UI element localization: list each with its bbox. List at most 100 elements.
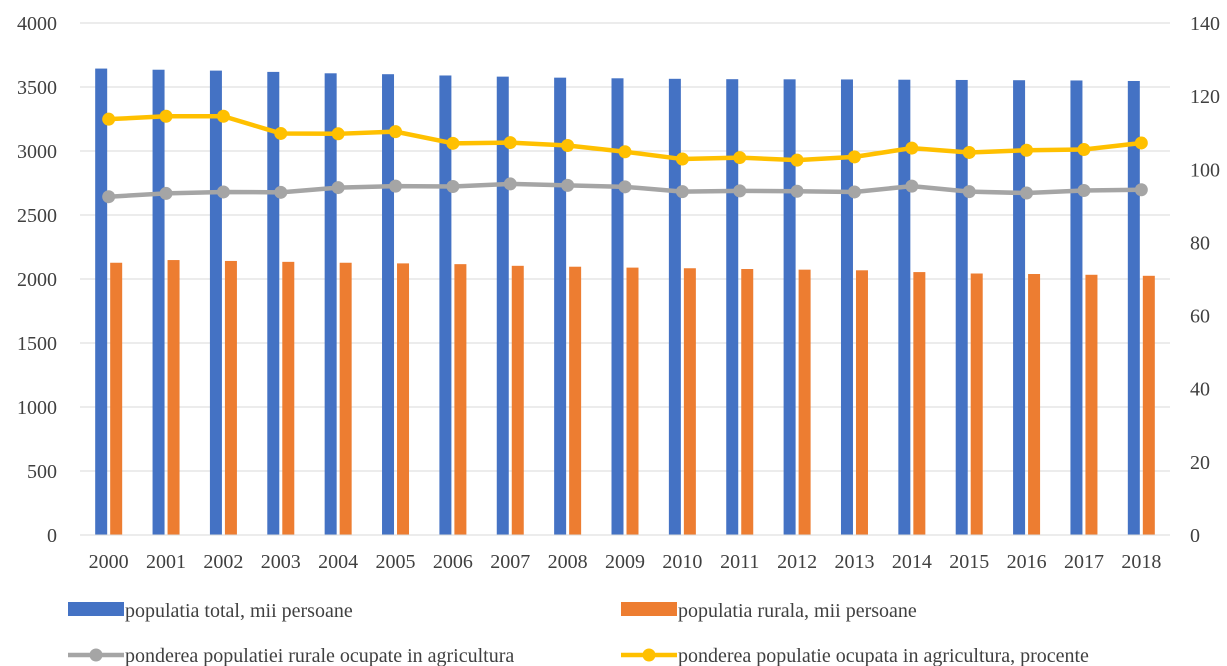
x-tick-label: 2009: [605, 551, 645, 573]
line-point: [790, 153, 804, 167]
bar: [167, 260, 180, 535]
bar: [898, 79, 911, 535]
x-tick-label: 2014: [892, 551, 932, 573]
line-point: [446, 136, 460, 150]
x-tick-label: 2003: [261, 551, 301, 573]
bar: [741, 269, 754, 535]
line-point: [216, 185, 230, 199]
line-point: [962, 185, 976, 199]
line-point: [962, 145, 976, 159]
bar: [611, 78, 624, 536]
right-tick-label: 20: [1190, 452, 1210, 474]
bar: [855, 270, 868, 535]
bar: [95, 68, 108, 536]
line-point: [1020, 186, 1034, 200]
left-tick-label: 0: [47, 525, 57, 547]
x-tick-label: 2004: [318, 551, 358, 573]
bar: [798, 269, 811, 535]
left-tick-label: 1500: [17, 333, 57, 355]
right-tick-label: 80: [1190, 232, 1210, 254]
legend-label: populatia rurala, mii persoane: [678, 600, 917, 622]
right-tick-label: 100: [1190, 159, 1220, 181]
left-tick-label: 1000: [17, 397, 57, 419]
line-series: [102, 109, 1148, 204]
line-point: [216, 109, 230, 123]
x-tick-label: 2013: [834, 551, 874, 573]
legend-label: populatia total, mii persoane: [125, 600, 353, 622]
line-point: [1077, 183, 1091, 197]
legend-marker: [642, 648, 656, 662]
x-axis: 2000 2001 2002 2003 2004 2005 2006 2007 2008 2009…: [80, 534, 1170, 573]
bar: [1085, 274, 1098, 535]
right-tick-label: 40: [1190, 379, 1210, 401]
x-tick-label: 2000: [89, 551, 129, 573]
bar: [397, 263, 410, 535]
right-tick-label: 60: [1190, 306, 1210, 328]
bar: [569, 266, 582, 535]
line-point: [675, 152, 689, 166]
line-point: [1134, 136, 1148, 150]
line-point: [159, 186, 173, 200]
line-point: [733, 184, 747, 198]
right-tick-label: 120: [1190, 86, 1220, 108]
line-point: [1134, 183, 1148, 197]
bar: [511, 265, 524, 535]
bar: [339, 262, 352, 535]
left-tick-label: 2000: [17, 269, 57, 291]
gridlines: [80, 22, 1170, 536]
left-tick-label: 3000: [17, 141, 57, 163]
legend-label: ponderea populatie ocupata in agricultur…: [678, 645, 1089, 666]
left-tick-label: 500: [27, 461, 57, 483]
line-point: [790, 184, 804, 198]
bar: [554, 77, 567, 535]
bar: [840, 79, 853, 535]
line-point: [446, 179, 460, 193]
bar: [726, 79, 739, 535]
legend: populatia total, mii persoane populatia r…: [68, 600, 1089, 666]
line-point: [1020, 143, 1034, 157]
x-tick-label: 2007: [490, 551, 530, 573]
x-tick-label: 2018: [1121, 551, 1161, 573]
x-tick-label: 2006: [433, 551, 473, 573]
x-tick-label: 2012: [777, 551, 817, 573]
bar: [783, 79, 796, 535]
right-y-axis: 0 20 40 60 80 100 120 140: [1190, 13, 1220, 547]
legend-swatch: [621, 602, 677, 616]
line-point: [618, 180, 632, 194]
x-tick-label: 2016: [1007, 551, 1047, 573]
x-tick-label: 2001: [146, 551, 186, 573]
line-point: [102, 112, 116, 126]
right-tick-label: 140: [1190, 13, 1220, 35]
bar: [152, 69, 165, 535]
line-point: [389, 125, 403, 139]
left-tick-label: 4000: [17, 13, 57, 35]
x-tick-label: 2010: [662, 551, 702, 573]
line-point: [503, 177, 517, 191]
line-point: [618, 145, 632, 159]
bar: [683, 268, 696, 535]
line-point: [102, 190, 116, 204]
x-tick-label: 2017: [1064, 551, 1104, 573]
bar: [496, 76, 509, 535]
line-point: [561, 139, 575, 153]
bar: [970, 273, 983, 535]
bar: [209, 70, 222, 535]
bar: [1142, 275, 1155, 535]
left-y-axis: 0 500 1000 1500 2000 2500 3000 3500 4000: [17, 13, 57, 547]
bar: [626, 267, 639, 535]
bar: [267, 71, 280, 536]
bar: [1028, 274, 1041, 535]
bar: [1127, 80, 1140, 535]
bar: [110, 262, 123, 535]
legend-marker: [89, 648, 103, 662]
line-point: [331, 181, 345, 195]
line-point: [1077, 143, 1091, 157]
line-point: [905, 141, 919, 155]
bar: [382, 74, 395, 535]
line-point: [905, 179, 919, 193]
line-point: [675, 185, 689, 199]
x-tick-label: 2008: [548, 551, 588, 573]
line-point: [733, 151, 747, 165]
x-tick-label: 2015: [949, 551, 989, 573]
